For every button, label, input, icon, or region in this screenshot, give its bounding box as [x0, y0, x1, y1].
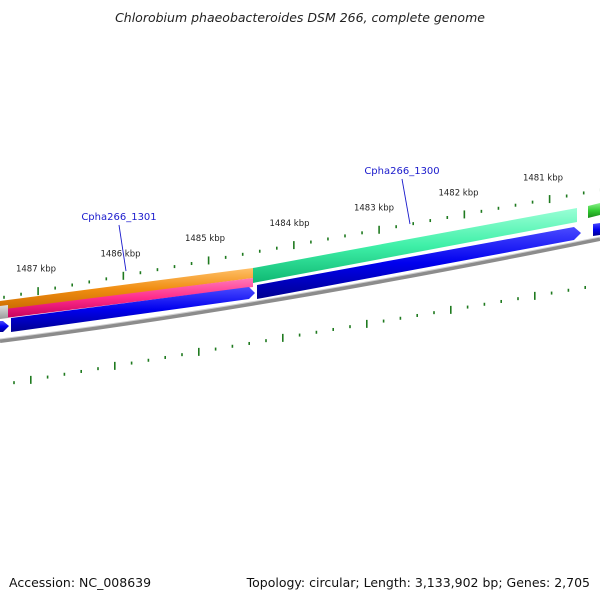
- gene-label-leader-line: [401, 178, 411, 225]
- scale-label-1482-kbp: 1482 kbp: [438, 188, 478, 198]
- cds-arrow-cpha266-1301[interactable]: [11, 287, 255, 332]
- gene-feature-cpha266-1301-orange[interactable]: [0, 268, 253, 311]
- gene-feature-grey-fragment: [0, 305, 8, 319]
- gene-feature-neighbor-green[interactable]: [588, 203, 600, 218]
- scale-label-1487-kbp: 1487 kbp: [16, 265, 56, 275]
- cds-arrow-cpha266-1300[interactable]: [257, 227, 581, 299]
- inner-tick-track: [13, 285, 587, 385]
- gene-feature-cpha266-1301-pink[interactable]: [5, 278, 253, 318]
- map-title: Chlorobium phaeobacteroides DSM 266, com…: [115, 10, 485, 25]
- outer-tick-track: [3, 188, 600, 299]
- gene-feature-cpha266-1300[interactable]: [253, 208, 577, 283]
- gene-label-leader-line: [118, 224, 127, 272]
- feature-ring: [0, 203, 600, 319]
- gene-labels: Cpha266_1300 Cpha266_1301: [81, 166, 440, 272]
- gene-label-cpha266-1300[interactable]: Cpha266_1300: [364, 166, 439, 177]
- scale-labels: 1481 kbp 1482 kbp 1483 kbp 1484 kbp 1485 kbp…: [16, 173, 563, 274]
- gene-label-cpha266-1301[interactable]: Cpha266_1301: [81, 212, 156, 223]
- scale-label-1485-kbp: 1485 kbp: [185, 234, 225, 244]
- cds-arrow-left-stub[interactable]: [0, 321, 9, 332]
- scale-label-1483-kbp: 1483 kbp: [354, 204, 394, 214]
- cds-arrow-right-stub[interactable]: [593, 223, 600, 236]
- cds-ring: [0, 223, 600, 332]
- scale-label-1481-kbp: 1481 kbp: [523, 173, 563, 183]
- scale-label-1486-kbp: 1486 kbp: [100, 249, 140, 259]
- accession-text: Accession: NC_008639: [9, 575, 152, 590]
- scale-label-1484-kbp: 1484 kbp: [269, 219, 309, 229]
- genome-backbone-highlight: [0, 236, 600, 340]
- topology-summary-text: Topology: circular; Length: 3,133,902 bp…: [246, 575, 590, 590]
- genome-backbone: [0, 237, 600, 343]
